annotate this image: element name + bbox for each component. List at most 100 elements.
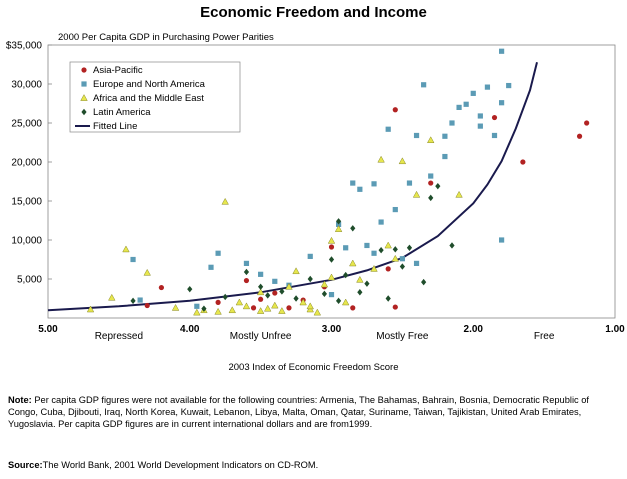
europe-and-north-america-point	[137, 297, 143, 303]
source-line: Source:The World Bank, 2001 World Develo…	[8, 460, 318, 470]
europe-and-north-america-point	[364, 242, 370, 249]
europe-and-north-america-point	[371, 250, 377, 256]
europe-and-north-america-point	[442, 153, 448, 160]
source-text: The World Bank, 2001 World Development I…	[42, 460, 319, 470]
latin-america-point	[307, 275, 313, 283]
data-points	[86, 48, 590, 316]
latin-america-point	[321, 290, 328, 298]
africa-and-the-middle-east-point	[171, 303, 180, 311]
latin-america-point	[343, 271, 349, 279]
asia-pacific-point	[428, 180, 434, 186]
africa-and-the-middle-east-point	[278, 307, 286, 314]
freedom-category-labels: Repressed Mostly Unfree Mostly Free Free	[95, 331, 555, 342]
legend-marker	[81, 81, 87, 87]
europe-and-north-america-point	[506, 82, 512, 89]
europe-and-north-america-point	[392, 206, 398, 213]
latin-america-point	[243, 268, 250, 276]
europe-and-north-america-point	[477, 123, 483, 129]
europe-and-north-america-point	[499, 237, 505, 243]
y-tick-label: $35,000	[6, 41, 43, 52]
africa-and-the-middle-east-point	[306, 302, 314, 310]
asia-pacific-point	[385, 266, 391, 272]
latin-america-point	[428, 194, 434, 202]
asia-pacific-point	[250, 305, 257, 311]
africa-and-the-middle-east-point	[221, 197, 229, 205]
scatter-chart: $35,000 30,000 25,000 20,000 15,000 10,000 5,0…	[6, 41, 625, 343]
chart-title: Economic Freedom and Income	[200, 4, 427, 21]
legend-marker	[81, 108, 87, 116]
africa-and-the-middle-east-point	[349, 259, 357, 267]
asia-pacific-point	[272, 290, 278, 296]
category-label: Mostly Free	[376, 331, 429, 342]
africa-and-the-middle-east-point	[108, 293, 116, 301]
europe-and-north-america-point	[272, 278, 278, 284]
x-axis-ticks: 5.00 4.00 3.00 2.00 1.00	[38, 324, 625, 335]
africa-and-the-middle-east-point	[377, 155, 385, 163]
europe-and-north-america-point	[307, 253, 313, 259]
note-label: Note:	[8, 395, 32, 405]
europe-and-north-america-point	[413, 260, 420, 266]
africa-and-the-middle-east-point	[263, 304, 272, 312]
africa-and-the-middle-east-point	[384, 241, 392, 249]
x-tick-label: 2.00	[464, 324, 484, 335]
legend-label: Latin America	[93, 107, 151, 118]
europe-and-north-america-point	[350, 180, 356, 186]
europe-and-north-america-point	[328, 292, 335, 298]
africa-and-the-middle-east-point	[256, 307, 265, 314]
asia-pacific-point	[243, 277, 250, 284]
africa-and-the-middle-east-point	[320, 280, 329, 288]
y-tick-label: 5,000	[17, 275, 42, 286]
y-axis-label: 2000 Per Capita GDP in Purchasing Power …	[58, 32, 274, 43]
note-text: Per capita GDP figures were not availabl…	[8, 395, 590, 429]
africa-and-the-middle-east-point	[299, 298, 307, 306]
latin-america-point	[435, 182, 441, 190]
europe-and-north-america-point	[243, 260, 250, 266]
europe-and-north-america-point	[499, 48, 505, 54]
asia-pacific-point	[520, 159, 526, 165]
legend-box	[69, 61, 241, 133]
x-tick-label: 1.00	[605, 324, 625, 335]
legend-label: Fitted Line	[93, 121, 137, 132]
asia-pacific-point	[576, 133, 583, 139]
latin-america-point	[293, 295, 299, 302]
latin-america-point	[265, 292, 271, 299]
asia-pacific-point	[584, 120, 590, 126]
x-axis-label: 2003 Index of Economic Freedom Score	[228, 362, 399, 373]
africa-and-the-middle-east-point	[356, 275, 364, 283]
africa-and-the-middle-east-point	[412, 190, 421, 198]
europe-and-north-america-point	[130, 256, 136, 263]
asia-pacific-point	[392, 304, 398, 310]
y-tick-label: 10,000	[11, 236, 42, 247]
latin-america-point	[130, 297, 136, 305]
europe-and-north-america-point	[194, 303, 200, 309]
asia-pacific-point	[258, 296, 264, 302]
africa-and-the-middle-east-point	[455, 190, 463, 198]
europe-and-north-america-point	[499, 100, 505, 106]
africa-and-the-middle-east-point	[327, 236, 336, 244]
latin-america-point	[406, 244, 413, 251]
africa-and-the-middle-east-point	[292, 267, 300, 275]
asia-pacific-point	[392, 107, 398, 113]
latin-america-point	[364, 280, 370, 287]
asia-pacific-point	[158, 284, 164, 291]
africa-and-the-middle-east-point	[334, 225, 343, 232]
x-tick-label: 3.00	[322, 324, 342, 335]
africa-and-the-middle-east-point	[122, 245, 130, 253]
asia-pacific-point	[144, 302, 150, 309]
asia-pacific-point	[328, 244, 335, 250]
africa-and-the-middle-east-point	[271, 301, 279, 309]
category-label: Free	[534, 331, 555, 342]
latin-america-point	[421, 278, 427, 286]
africa-and-the-middle-east-point	[427, 136, 435, 144]
y-tick-label: 20,000	[11, 158, 42, 169]
latin-america-point	[335, 218, 342, 225]
africa-and-the-middle-east-point	[214, 307, 222, 315]
latin-america-point	[350, 225, 356, 232]
africa-and-the-middle-east-point	[193, 308, 201, 316]
asia-pacific-point	[350, 305, 356, 311]
footnote: Note: Per capita GDP figures were not av…	[8, 394, 613, 430]
europe-and-north-america-point	[343, 245, 349, 251]
europe-and-north-america-point	[442, 133, 448, 139]
x-tick-label: 4.00	[180, 324, 200, 335]
africa-and-the-middle-east-point	[313, 308, 322, 316]
